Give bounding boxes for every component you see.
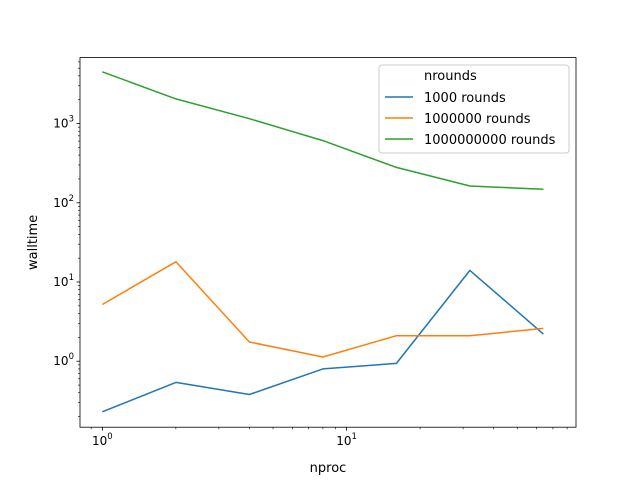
y-axis-ticks: 100 101 102 103 bbox=[53, 61, 80, 417]
y-tick-label: 102 bbox=[53, 194, 74, 210]
legend-label: 1000000 rounds bbox=[424, 112, 531, 127]
y-tick-label: 103 bbox=[53, 115, 74, 131]
x-axis-label: nproc bbox=[310, 461, 347, 476]
series-line bbox=[101, 261, 544, 358]
x-tick-label: 100 bbox=[92, 432, 113, 448]
legend: nrounds 1000 rounds 1000000 rounds 1000000… bbox=[378, 64, 570, 154]
legend-box bbox=[378, 64, 570, 154]
series-line bbox=[102, 71, 544, 191]
y-tick-label: 101 bbox=[53, 273, 74, 289]
y-tick-label: 100 bbox=[53, 352, 74, 368]
x-tick-label: 101 bbox=[336, 432, 357, 448]
x-axis-ticks: 100 101 bbox=[90, 427, 568, 448]
legend-label: 1000 rounds bbox=[424, 91, 506, 106]
legend-title: nrounds bbox=[424, 69, 477, 84]
plot-frame bbox=[79, 57, 577, 428]
legend-entries: 1000 rounds 1000000 rounds 1000000000 roun… bbox=[385, 91, 556, 148]
y-axis-label: walltime bbox=[26, 215, 41, 270]
series-line bbox=[102, 269, 544, 413]
legend-label: 1000000000 rounds bbox=[424, 133, 556, 148]
series-lines bbox=[101, 71, 544, 413]
